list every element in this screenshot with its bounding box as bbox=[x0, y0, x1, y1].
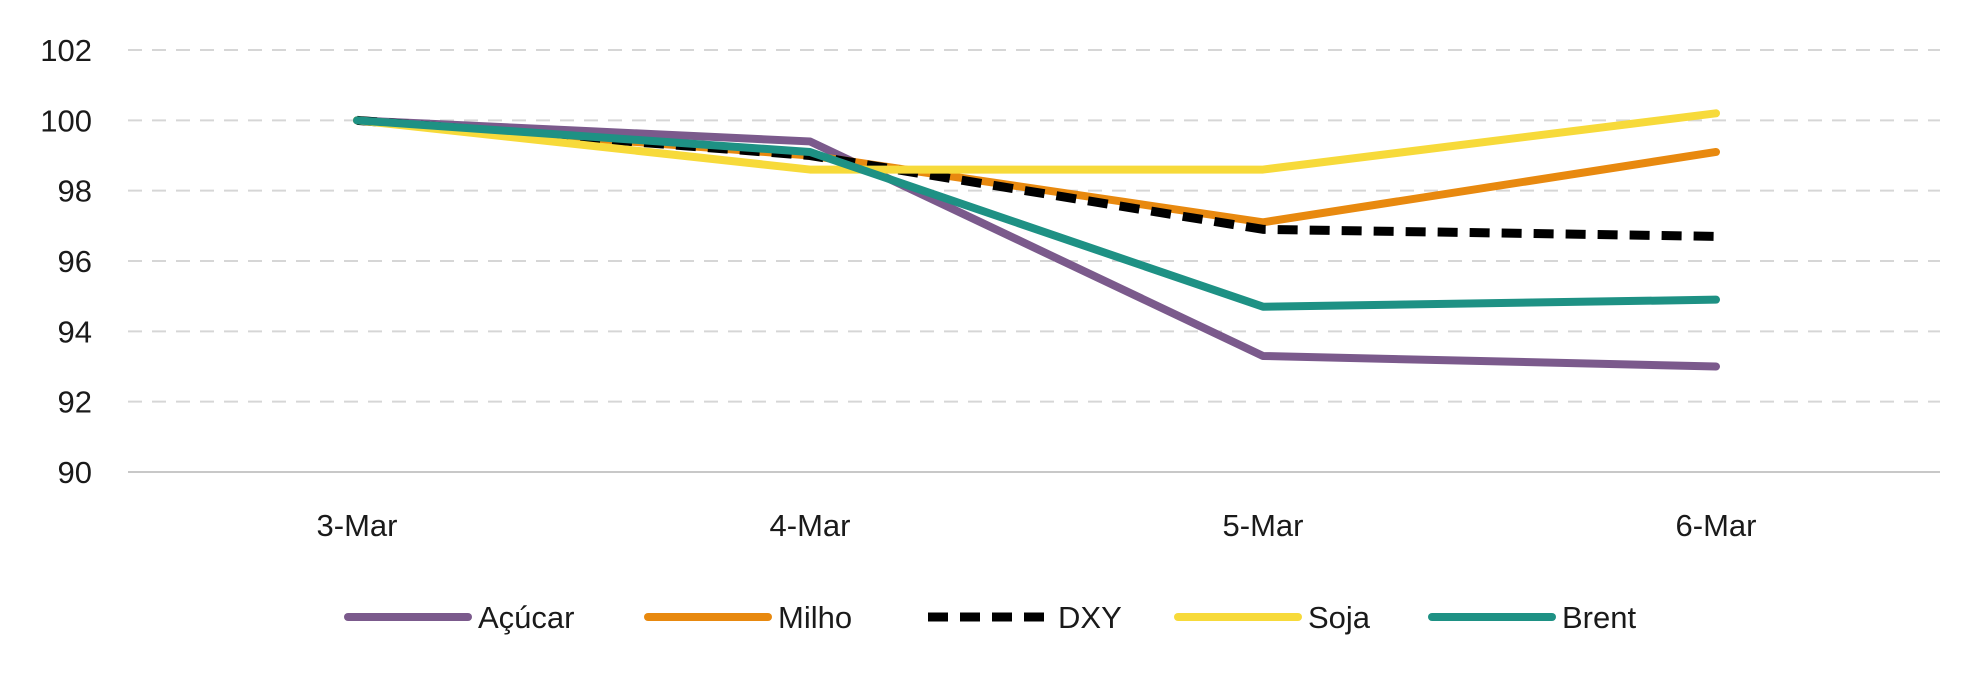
y-tick-label: 94 bbox=[58, 314, 92, 349]
y-tick-label: 100 bbox=[40, 103, 92, 138]
y-tick-label: 96 bbox=[58, 244, 92, 279]
x-tick-label: 5-Mar bbox=[1223, 508, 1304, 543]
gridlines bbox=[128, 49, 1940, 473]
legend-label-soja: Soja bbox=[1308, 600, 1371, 635]
legend-label-brent: Brent bbox=[1562, 600, 1636, 635]
axes: 90 92 94 96 98 100 102 3-Mar 4-Mar 5-Mar 6-Mar bbox=[40, 33, 1756, 543]
legend: Açúcar Milho DXY Soja Brent bbox=[344, 600, 1636, 635]
x-tick-label: 4-Mar bbox=[770, 508, 851, 543]
series-lines bbox=[353, 109, 1720, 371]
y-tick-label: 102 bbox=[40, 33, 92, 68]
series-line-açúcar bbox=[353, 116, 1720, 371]
legend-label-dxy: DXY bbox=[1058, 600, 1122, 635]
legend-label-milho: Milho bbox=[778, 600, 852, 635]
x-tick-label: 6-Mar bbox=[1676, 508, 1757, 543]
x-tick-label: 3-Mar bbox=[317, 508, 398, 543]
series-line-soja bbox=[353, 109, 1720, 174]
y-tick-label: 98 bbox=[58, 174, 92, 209]
series-line-brent bbox=[353, 116, 1720, 311]
y-tick-label: 92 bbox=[58, 385, 92, 420]
legend-label-açúcar: Açúcar bbox=[478, 600, 574, 635]
y-tick-label: 90 bbox=[58, 455, 92, 490]
